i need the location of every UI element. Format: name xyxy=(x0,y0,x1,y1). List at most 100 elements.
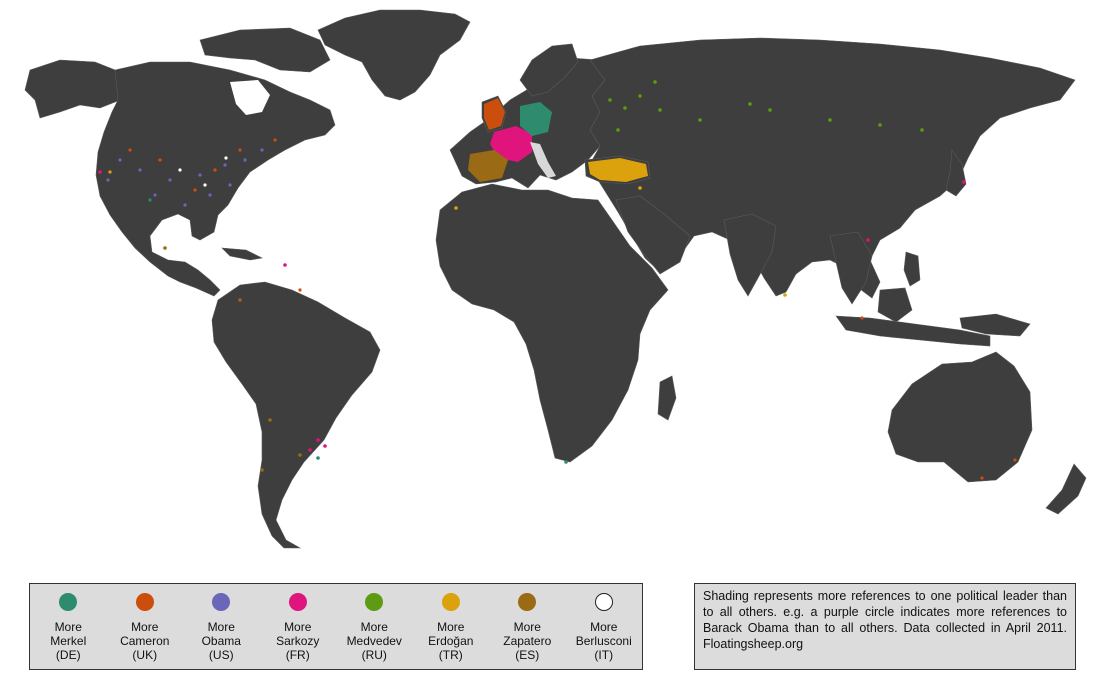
legend-swatch xyxy=(212,593,231,611)
legend-swatch xyxy=(594,593,613,611)
region-france-sarkozy xyxy=(490,126,532,162)
legend-item-merkel: More Merkel (DE) xyxy=(30,584,107,669)
legend-swatch xyxy=(518,593,537,611)
point xyxy=(616,128,620,132)
point xyxy=(298,288,302,292)
scandinavia xyxy=(519,43,579,97)
legend-label-line: Berlusconi xyxy=(575,634,632,648)
south-america xyxy=(211,281,381,549)
legend-swatch xyxy=(365,593,384,611)
legend-label-line: More xyxy=(437,620,465,634)
region-italy-berlusconi xyxy=(530,142,556,178)
point xyxy=(920,128,924,132)
point xyxy=(228,183,232,187)
legend-label-line: Obama xyxy=(201,634,241,648)
points-erdogan xyxy=(108,170,787,297)
region-turkey-erdogan xyxy=(588,158,648,182)
point xyxy=(608,98,612,102)
point xyxy=(238,298,242,302)
point xyxy=(1013,458,1017,462)
legend-label: More Medvedev (RU) xyxy=(347,620,402,662)
legend-label-line: Erdoğan xyxy=(428,634,474,648)
point xyxy=(653,80,657,84)
point xyxy=(454,206,458,210)
point xyxy=(623,106,627,110)
legend-label-line: More xyxy=(131,620,159,634)
legend-item-berlusconi: More Berlusconi (IT) xyxy=(566,584,643,669)
point xyxy=(148,198,152,202)
legend-label: More Berlusconi (IT) xyxy=(576,620,632,662)
legend-label: More Obama (US) xyxy=(202,620,241,662)
point xyxy=(198,173,202,177)
legend-label-line: (FR) xyxy=(285,648,310,662)
legend-label: More Sarkozy (FR) xyxy=(276,620,319,662)
africa xyxy=(435,183,669,463)
point xyxy=(223,163,227,167)
madagascar xyxy=(657,375,677,421)
legend-swatch xyxy=(288,593,307,611)
point xyxy=(260,148,264,152)
point xyxy=(158,158,162,162)
points-cameron xyxy=(128,138,1017,480)
legend-item-medvedev: More Medvedev (RU) xyxy=(336,584,413,669)
points-sarkozy xyxy=(98,170,966,452)
legend-label-line: More xyxy=(207,620,235,634)
point xyxy=(118,158,122,162)
legend-label-line: Medvedev xyxy=(346,634,402,648)
legend-label: More Zapatero (ES) xyxy=(503,620,551,662)
point xyxy=(273,138,277,142)
point xyxy=(203,183,207,187)
point xyxy=(283,263,287,267)
legend-label-line: (DE) xyxy=(55,648,81,662)
point xyxy=(860,316,864,320)
legend-label-line: More xyxy=(284,620,312,634)
point xyxy=(138,168,142,172)
legend-label-line: More xyxy=(360,620,388,634)
point xyxy=(128,148,132,152)
region-germany-merkel xyxy=(520,102,552,136)
legend-item-sarkozy: More Sarkozy (FR) xyxy=(260,584,337,669)
point xyxy=(768,108,772,112)
new-zealand xyxy=(1045,463,1087,515)
point xyxy=(980,476,984,480)
legend-item-erdogan: More Erdoğan (TR) xyxy=(413,584,490,669)
australia xyxy=(887,351,1033,483)
world-map xyxy=(24,9,1087,549)
point xyxy=(153,193,157,197)
legend-label-line: (TR) xyxy=(438,648,463,662)
caribbean xyxy=(221,247,263,261)
point xyxy=(783,293,787,297)
borneo xyxy=(877,287,913,323)
legend-item-cameron: More Cameron (UK) xyxy=(107,584,184,669)
point xyxy=(268,418,272,422)
legend-label-line: More xyxy=(590,620,618,634)
legend-label-line: Zapatero xyxy=(503,634,552,648)
point xyxy=(338,416,342,420)
legend-swatch xyxy=(59,593,78,611)
point xyxy=(638,186,642,190)
points-zapatero xyxy=(163,246,302,472)
greenland xyxy=(317,9,471,101)
legend-label: More Erdoğan (TR) xyxy=(428,620,473,662)
point xyxy=(208,193,212,197)
point xyxy=(308,448,312,452)
alaska xyxy=(24,59,121,119)
point xyxy=(878,123,882,127)
note-text: Shading represents more references to on… xyxy=(703,589,1067,651)
point xyxy=(298,453,302,457)
land-masses xyxy=(24,9,1087,549)
legend-label-line: Sarkozy xyxy=(276,634,320,648)
point xyxy=(106,178,110,182)
new-guinea xyxy=(959,313,1031,337)
point xyxy=(828,118,832,122)
region-uk-cameron xyxy=(484,98,505,130)
point xyxy=(224,156,228,160)
point xyxy=(163,246,167,250)
north-america xyxy=(95,61,336,297)
legend-label-line: (US) xyxy=(208,648,234,662)
philippines xyxy=(903,251,921,287)
points-berlusconi xyxy=(178,156,342,420)
points-merkel xyxy=(148,198,568,464)
point xyxy=(748,102,752,106)
indochina xyxy=(829,231,873,305)
